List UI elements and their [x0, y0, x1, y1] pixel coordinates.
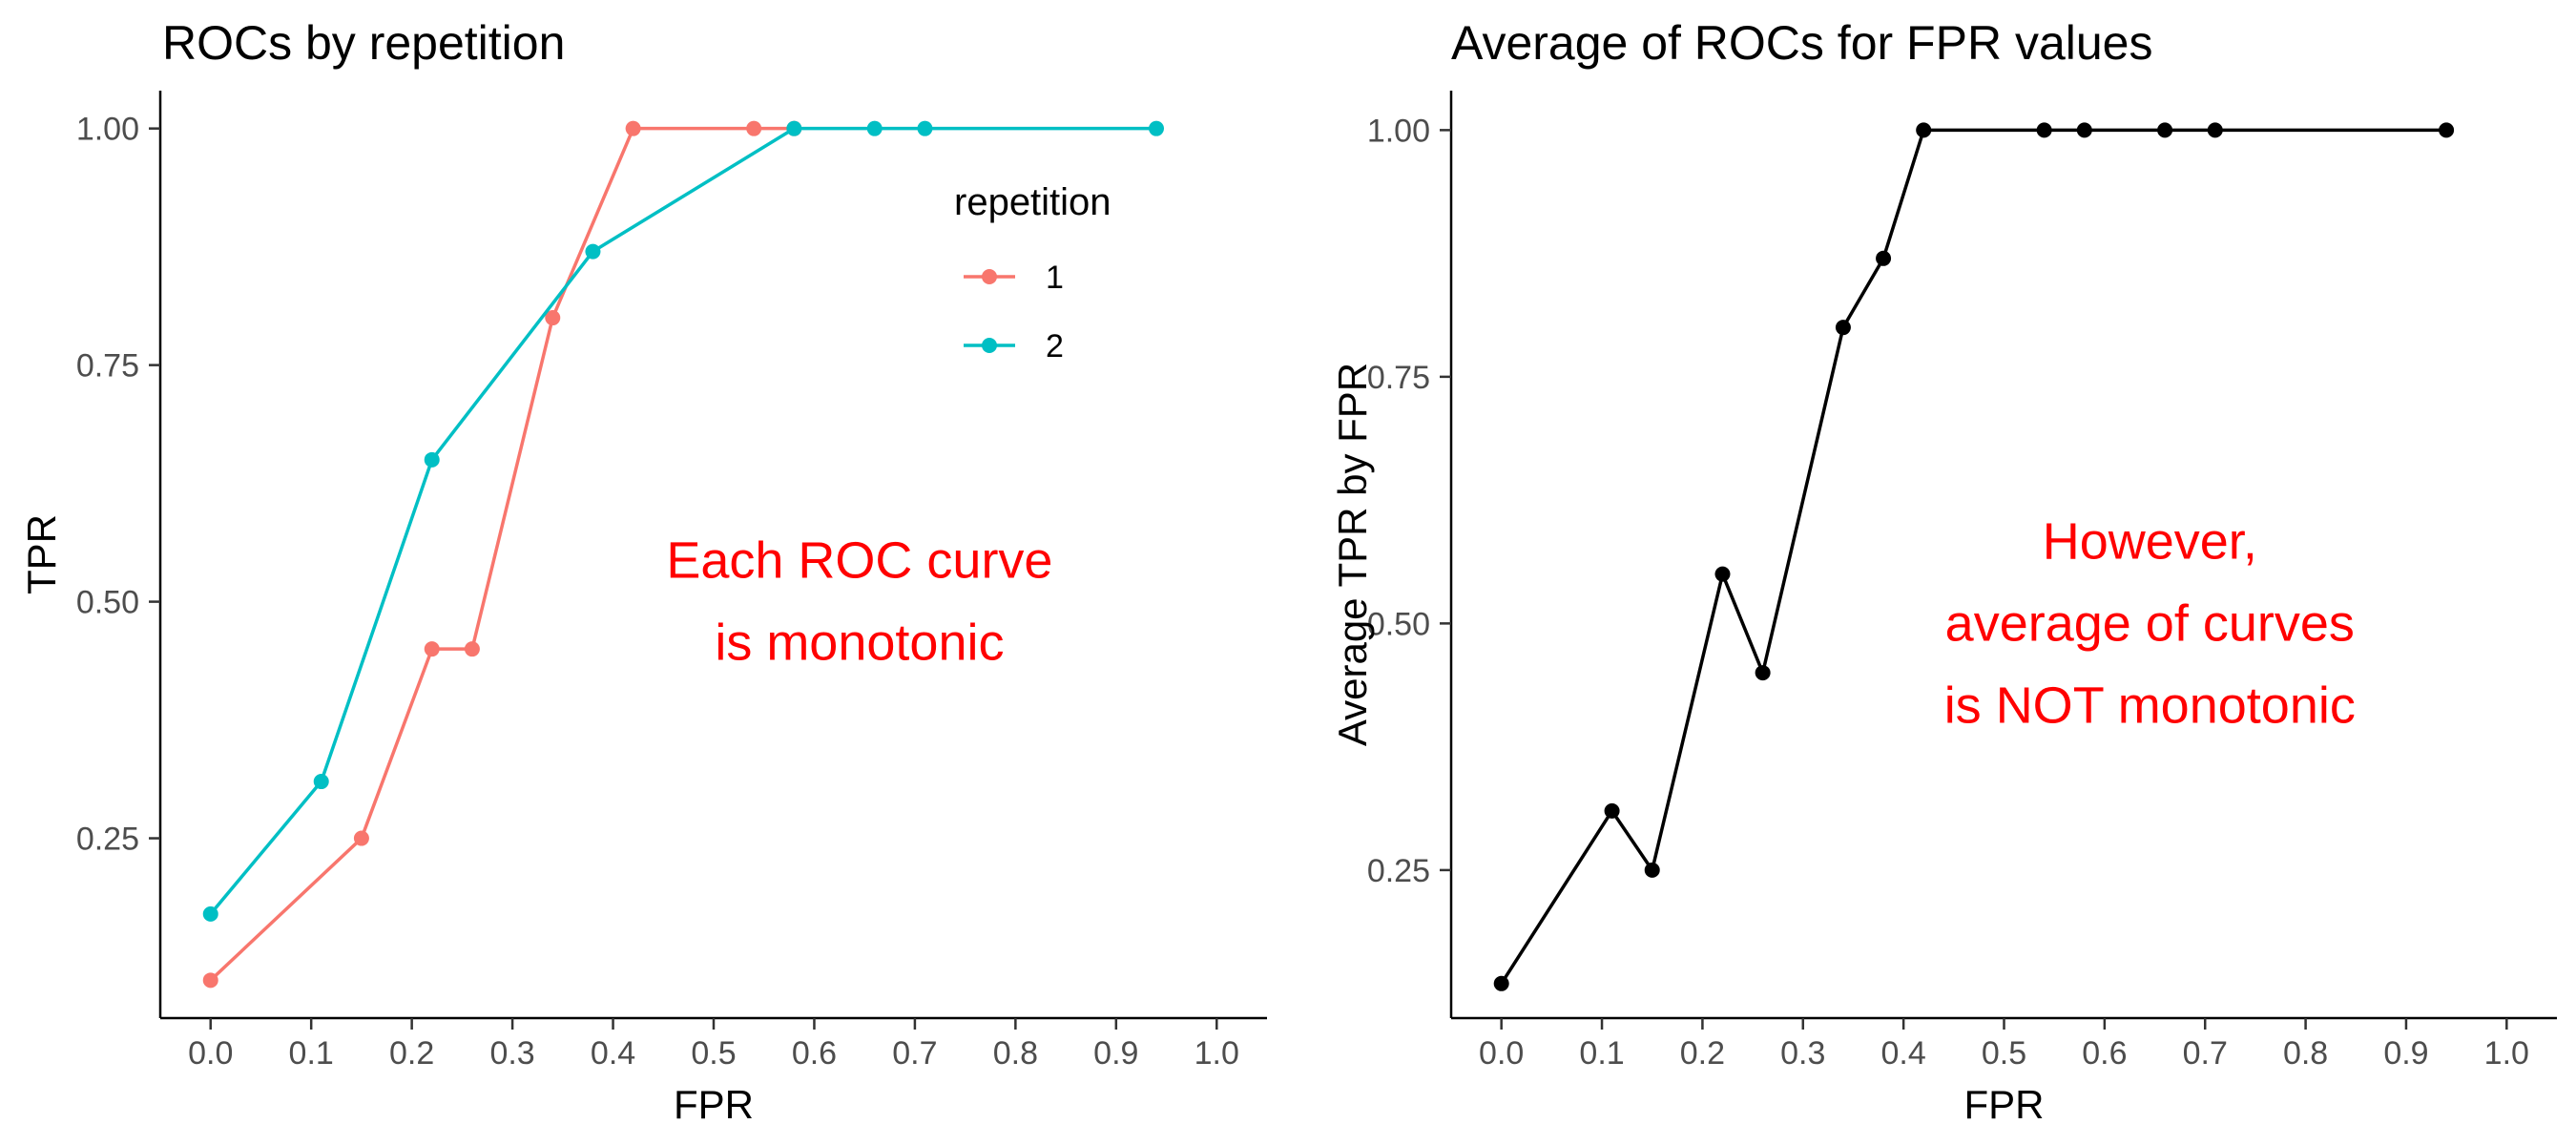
- data-point: [1149, 120, 1164, 136]
- x-axis-title: FPR: [674, 1082, 754, 1127]
- x-tick-label: 0.7: [2183, 1035, 2228, 1072]
- x-tick-label: 0.0: [1479, 1035, 1524, 1072]
- data-point: [585, 243, 601, 260]
- legend-label: 2: [1046, 328, 1064, 364]
- y-tick-label: 0.25: [1367, 853, 1430, 889]
- data-point: [1876, 250, 1892, 266]
- annotation-text: is monotonic: [715, 614, 1004, 672]
- chart-title: ROCs by repetition: [162, 16, 565, 70]
- legend-title: repetition: [954, 181, 1111, 223]
- x-tick-label: 0.5: [1982, 1035, 2026, 1072]
- x-tick-label: 0.1: [289, 1035, 334, 1072]
- y-tick-label: 1.00: [1367, 113, 1430, 149]
- x-tick-label: 0.2: [389, 1035, 434, 1072]
- x-tick-label: 0.9: [2383, 1035, 2428, 1072]
- data-point: [2207, 122, 2223, 138]
- y-axis-title: TPR: [19, 514, 64, 594]
- x-tick-label: 0.4: [1881, 1035, 1926, 1072]
- x-tick-label: 1.0: [1195, 1035, 1239, 1072]
- data-point: [2439, 122, 2455, 138]
- data-point: [625, 120, 641, 136]
- x-tick-label: 0.4: [591, 1035, 635, 1072]
- series-line: [1500, 128, 2447, 985]
- x-tick-label: 1.0: [2484, 1035, 2529, 1072]
- data-point: [786, 120, 802, 136]
- x-tick-label: 0.0: [188, 1035, 233, 1072]
- legend-label: 1: [1046, 260, 1064, 296]
- chart-title: Average of ROCs for FPR values: [1451, 16, 2152, 70]
- data-point: [545, 310, 561, 326]
- x-tick-label: 0.3: [489, 1035, 534, 1072]
- annotation-text: is NOT monotonic: [1944, 677, 2356, 734]
- legend-key-point: [982, 269, 997, 284]
- x-tick-label: 0.9: [1093, 1035, 1138, 1072]
- data-point: [202, 972, 218, 989]
- data-point: [424, 641, 440, 657]
- annotation-text: However,: [2043, 512, 2257, 570]
- data-point: [2157, 122, 2173, 138]
- y-tick-label: 0.75: [76, 348, 139, 385]
- data-point: [866, 120, 883, 136]
- data-point: [353, 830, 369, 846]
- annotation-text: Each ROC curve: [666, 532, 1052, 590]
- y-tick-label: 1.00: [76, 112, 139, 148]
- data-point: [2076, 122, 2092, 138]
- data-point: [1835, 320, 1851, 336]
- y-tick-label: 0.50: [76, 585, 139, 621]
- x-tick-label: 0.8: [993, 1035, 1038, 1072]
- x-tick-label: 0.6: [792, 1035, 837, 1072]
- x-tick-label: 0.3: [1780, 1035, 1825, 1072]
- x-tick-label: 0.6: [2082, 1035, 2127, 1072]
- data-point: [1644, 862, 1660, 878]
- data-point: [1714, 566, 1731, 582]
- data-point: [1493, 975, 1509, 991]
- x-tick-label: 0.8: [2283, 1035, 2328, 1072]
- x-tick-label: 0.7: [892, 1035, 937, 1072]
- annotation-text: average of curves: [1945, 594, 2355, 652]
- average-roc-chart: Average of ROCs for FPR values 0.0 0.1 0.2 0…: [1330, 16, 2557, 1127]
- data-point: [746, 120, 762, 136]
- data-point: [1916, 122, 1932, 138]
- data-point: [313, 774, 329, 790]
- data-point: [1755, 665, 1771, 681]
- data-point: [464, 641, 480, 657]
- x-axis-title: FPR: [1964, 1082, 2045, 1127]
- x-tick-label: 0.1: [1579, 1035, 1624, 1072]
- data-point: [2036, 122, 2052, 138]
- data-point: [917, 120, 933, 136]
- y-tick-label: 0.50: [1367, 606, 1430, 642]
- legend-key-point: [982, 338, 997, 353]
- x-tick-label: 0.5: [691, 1035, 736, 1072]
- roc-by-repetition-chart: ROCs by repetition 0.0 0.1 0.2 0.3 0.4 0.5 0.6 0…: [19, 16, 1267, 1127]
- y-tick-label: 0.75: [1367, 360, 1430, 396]
- data-point: [202, 906, 218, 922]
- y-tick-label: 0.25: [76, 822, 139, 858]
- series-line: [209, 126, 1156, 916]
- x-tick-label: 0.2: [1680, 1035, 1725, 1072]
- data-point: [1604, 802, 1620, 819]
- series-line: [209, 126, 795, 982]
- y-axis-title: Average TPR by FPR: [1330, 363, 1375, 746]
- data-point: [424, 451, 440, 468]
